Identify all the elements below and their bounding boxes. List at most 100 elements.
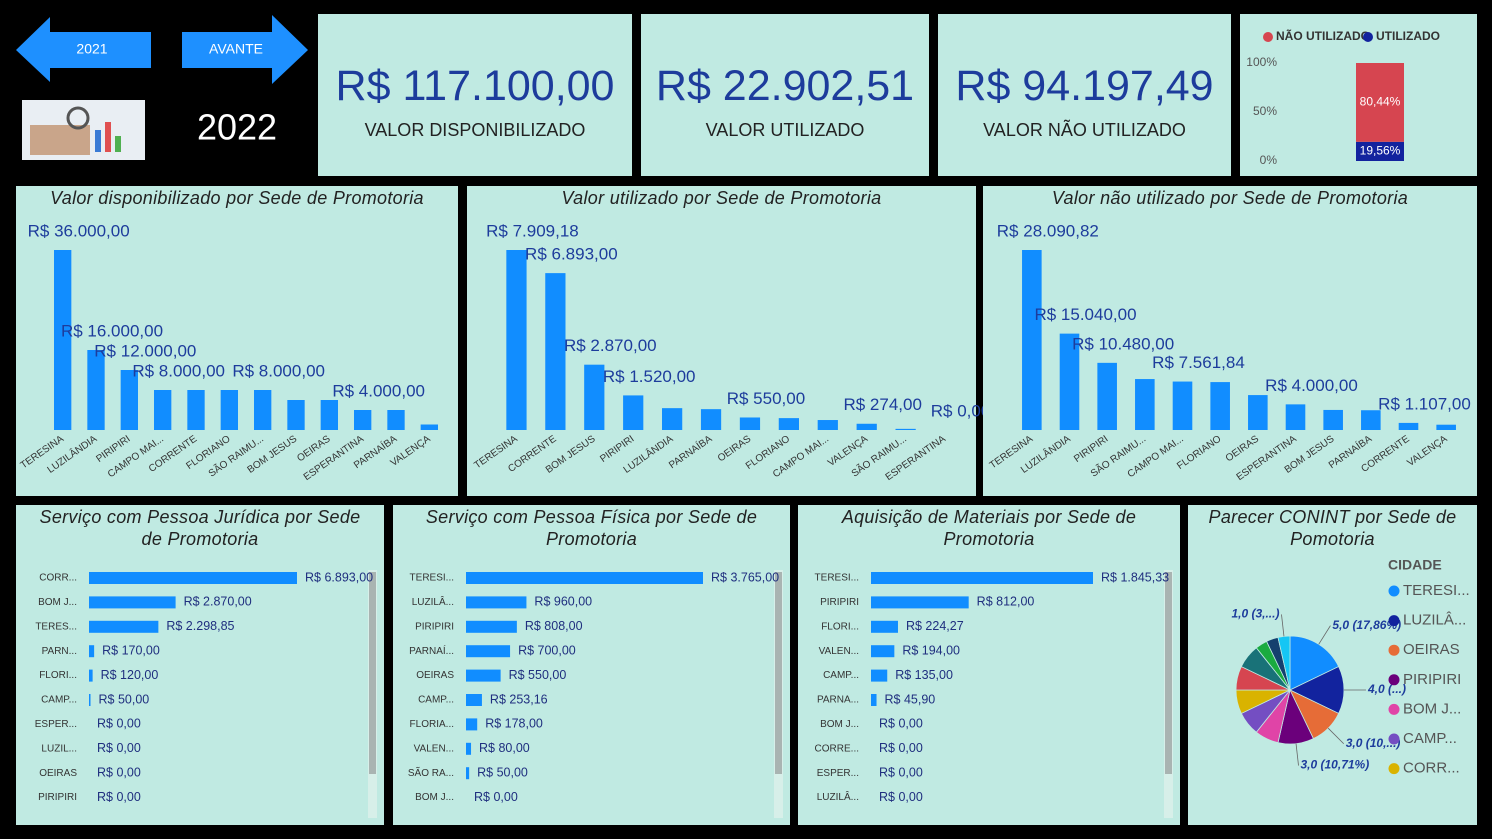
y-tick-label: BOM J... xyxy=(415,792,454,803)
legend-marker xyxy=(1363,32,1373,42)
y-tick-label: OEIRAS xyxy=(39,768,77,779)
value-label: R$ 4.000,00 xyxy=(1265,376,1358,395)
value-label: R$ 135,00 xyxy=(895,668,953,682)
value-label: R$ 550,00 xyxy=(727,389,805,408)
y-tick-label: PARNA... xyxy=(817,695,859,706)
value-label: R$ 0,00 xyxy=(97,790,141,804)
bar xyxy=(466,645,511,658)
bar xyxy=(871,645,895,658)
value-label: R$ 6.893,00 xyxy=(305,570,373,584)
bar xyxy=(466,596,527,609)
panel xyxy=(393,505,790,825)
value-label: R$ 80,00 xyxy=(479,741,530,755)
value-label: R$ 0,00 xyxy=(97,741,141,755)
y-tick-label: ESPER... xyxy=(35,719,77,730)
bar xyxy=(420,424,438,430)
value-label: 5,0 (17,86%) xyxy=(1332,618,1401,632)
bar xyxy=(466,742,472,755)
legend-title: CIDADE xyxy=(1388,557,1442,573)
value-label: R$ 6.893,00 xyxy=(525,245,618,264)
value-label: R$ 2.870,00 xyxy=(184,595,252,609)
y-tick-label: TERES... xyxy=(35,621,77,632)
value-label: R$ 170,00 xyxy=(102,643,160,657)
bar xyxy=(89,620,159,633)
next-label[interactable]: AVANTE xyxy=(209,41,263,57)
value-label: R$ 274,00 xyxy=(843,395,921,414)
bar xyxy=(287,400,305,430)
value-label: R$ 1.107,00 xyxy=(1378,394,1471,413)
value-label: R$ 0,00 xyxy=(879,765,923,779)
scrollbar-thumb xyxy=(1165,572,1172,774)
value-label: R$ 960,00 xyxy=(534,595,592,609)
legend-marker xyxy=(1388,585,1400,597)
bar xyxy=(1172,381,1193,430)
bar xyxy=(466,767,470,780)
chart-title: Aquisição de Materiais por Sede de Promo… xyxy=(841,507,1137,549)
bar xyxy=(856,423,877,430)
prev-button[interactable] xyxy=(16,17,151,82)
value-label: 19,56% xyxy=(1360,144,1401,158)
prev-label[interactable]: 2021 xyxy=(76,41,107,57)
y-tick-label: LUZILÂ... xyxy=(817,790,859,803)
chart-title: Valor disponibilizado por Sede de Promot… xyxy=(50,188,424,208)
bar xyxy=(54,250,72,430)
y-tick-label: LUZIL... xyxy=(41,743,77,754)
value-label: R$ 194,00 xyxy=(902,643,960,657)
y-tick-label: 100% xyxy=(1246,55,1277,69)
value-label: R$ 178,00 xyxy=(485,717,543,731)
value-label: R$ 12.000,00 xyxy=(94,341,196,360)
bar xyxy=(320,400,338,430)
panel xyxy=(16,505,384,825)
value-label: R$ 224,27 xyxy=(906,619,964,633)
y-tick-label: TERESI... xyxy=(410,573,454,584)
leader-line xyxy=(1318,625,1331,645)
y-tick-label: BOM J... xyxy=(820,719,859,730)
value-label: 3,0 (10,71%) xyxy=(1301,758,1370,772)
legend-label: BOM J... xyxy=(1403,700,1461,717)
legend-marker xyxy=(1388,615,1400,627)
legend-label: LUZILÂ... xyxy=(1403,612,1466,629)
bar xyxy=(89,669,93,682)
y-tick-label: PARN... xyxy=(42,646,77,657)
bar xyxy=(1135,379,1155,430)
y-tick-label: OEIRAS xyxy=(416,670,454,681)
bar xyxy=(466,718,478,731)
card-value: R$ 22.902,51 xyxy=(655,62,915,110)
y-tick-label: SÃO RA... xyxy=(408,766,454,779)
value-label: R$ 4.000,00 xyxy=(332,381,425,400)
panel xyxy=(318,14,632,176)
bar xyxy=(387,410,405,430)
bar xyxy=(662,408,683,430)
value-label: R$ 0,00 xyxy=(97,717,141,731)
y-tick-label: 50% xyxy=(1253,104,1277,118)
value-label: R$ 2.870,00 xyxy=(564,336,657,355)
bar xyxy=(89,572,297,584)
value-label: R$ 50,00 xyxy=(99,692,150,706)
value-label: R$ 7.561,84 xyxy=(1152,353,1245,372)
bar xyxy=(1210,382,1230,430)
value-label: 3,0 (10,...) xyxy=(1346,736,1401,750)
bar xyxy=(817,420,838,430)
chart-title: Valor não utilizado por Sede de Promotor… xyxy=(1051,188,1409,208)
legend-label: PIRIPIRI xyxy=(1403,671,1461,688)
bar xyxy=(1022,250,1042,430)
bar xyxy=(778,418,799,430)
next-button[interactable] xyxy=(182,15,308,84)
card-label: VALOR DISPONIBILIZADO xyxy=(364,120,586,140)
value-label: R$ 0,00 xyxy=(931,401,991,420)
bar xyxy=(871,669,888,682)
bar xyxy=(1361,410,1381,430)
bar xyxy=(89,694,91,706)
year: 2022 xyxy=(197,107,277,148)
bar xyxy=(739,417,761,430)
value-label: R$ 15.040,00 xyxy=(1034,305,1136,324)
panel xyxy=(938,14,1231,176)
value-label: R$ 36.000,00 xyxy=(28,221,130,240)
leader-line xyxy=(1327,727,1345,745)
y-tick-label: FLORIA... xyxy=(410,719,454,730)
panel xyxy=(798,505,1180,825)
y-tick-label: PIRIPIRI xyxy=(415,621,454,632)
leader-line xyxy=(1295,743,1299,766)
chart-title: Serviço com Pessoa Física por Sede de Pr… xyxy=(425,507,758,549)
